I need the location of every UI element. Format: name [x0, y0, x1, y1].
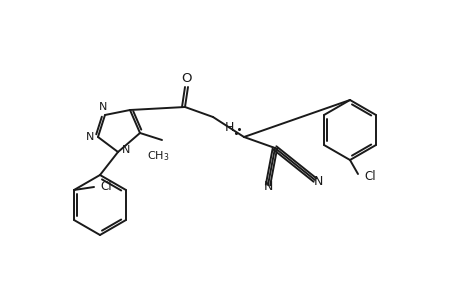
- Text: N: N: [263, 180, 272, 193]
- Text: N: N: [86, 132, 94, 142]
- Text: N: N: [99, 102, 107, 112]
- Text: H: H: [224, 121, 233, 134]
- Text: Cl: Cl: [100, 181, 112, 194]
- Text: N: N: [313, 175, 322, 188]
- Text: CH$_3$: CH$_3$: [146, 149, 169, 163]
- Text: Cl: Cl: [364, 169, 375, 182]
- Text: N: N: [122, 145, 130, 155]
- Text: O: O: [181, 71, 192, 85]
